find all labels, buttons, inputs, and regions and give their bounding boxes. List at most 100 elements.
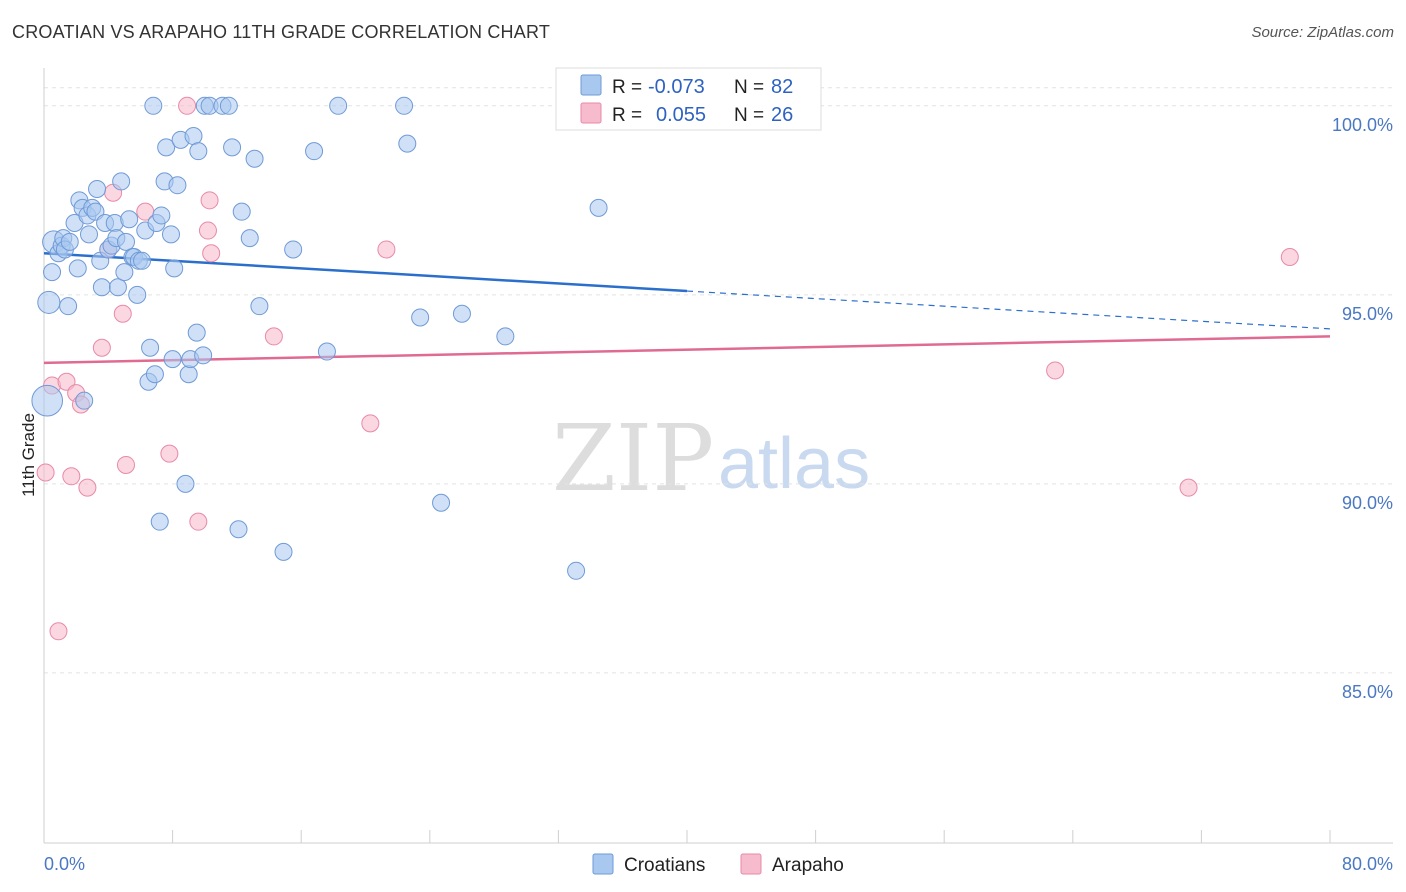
croatians-point [168,176,187,195]
arapaho-point [1280,248,1299,267]
y-tick-label: 100.0% [1332,115,1393,135]
y-tick-label: 85.0% [1342,682,1393,702]
croatians-point [411,308,430,327]
arapaho-n-label: N = [734,105,764,126]
watermark: ZIP atlas [552,405,870,512]
croatians-trend-line [43,251,688,293]
croatians-point [141,338,160,357]
croatians-point [179,365,198,384]
croatians-point [161,225,180,244]
croatians-point [37,290,61,314]
arapaho-point [178,96,197,115]
croatians-point [305,142,324,161]
arapaho-point [202,244,221,263]
croatians-point [145,365,164,384]
arapaho-point [361,414,380,433]
arapaho-point [116,455,135,474]
x-tick-label-min: 0.0% [44,854,85,874]
x-tick-label-max: 80.0% [1342,854,1393,874]
croatians-point [219,96,238,115]
croatians-point [165,259,184,278]
croatians-n-value: 82 [771,76,793,98]
source-credit: Source: ZipAtlas.com [1251,24,1394,41]
arapaho-point [78,478,97,497]
series-legend: Croatians Arapaho [592,853,844,876]
croatians-point [223,138,242,157]
arapaho-point [49,622,68,641]
croatians-swatch [580,74,602,96]
arapaho-point [92,338,111,357]
y-tick-labels: 85.0% 90.0% 95.0% 100.0% [1332,115,1393,702]
legend-croatians-label: Croatians [624,855,705,876]
legend-croatians-swatch [592,853,614,875]
arapaho-point [113,304,132,323]
y-axis-title: 11th Grade [19,413,38,497]
croatians-point [567,561,586,580]
croatians-point [133,251,152,270]
croatians-point [176,474,195,493]
arapaho-point [160,444,179,463]
croatians-point [128,285,147,304]
arapaho-r-value: 0.055 [656,104,706,126]
croatians-point [250,297,269,316]
arapaho-point [62,467,81,486]
croatians-point [108,278,127,297]
croatians-point [184,127,203,146]
croatians-point [92,278,111,297]
croatians-point [194,346,213,365]
croatians-point [274,542,293,561]
croatians-point [75,391,94,410]
croatians-r-value: -0.073 [648,76,705,98]
arapaho-point [200,191,219,210]
croatians-point [120,210,139,229]
croatians-point [116,232,135,251]
croatians-point [43,263,62,282]
croatians-n-label: N = [734,77,764,98]
croatians-point [112,172,131,191]
watermark-zip: ZIP [552,405,714,512]
croatians-point [80,225,99,244]
gridlines [44,87,1393,674]
arapaho-point [264,327,283,346]
croatians-point [496,327,515,346]
croatians-point [144,96,163,115]
croatians-point [157,138,176,157]
arapaho-point [189,512,208,531]
watermark-atlas: atlas [718,424,870,504]
y-tick-label: 95.0% [1342,304,1393,324]
croatians-point [59,297,78,316]
croatians-point [68,259,87,278]
croatians-point [189,142,208,161]
croatians-point [452,304,471,323]
arapaho-trend-line [43,335,1331,365]
croatians-point [187,323,206,342]
croatians-point [245,149,264,168]
croatians-point [395,96,414,115]
legend-arapaho-label: Arapaho [772,855,844,876]
croatians-point [240,229,259,248]
croatians-r-label: R = [612,77,642,98]
arapaho-point [1179,478,1198,497]
croatians-point [115,263,134,282]
trend-lines [43,251,1331,365]
stats-legend: R = -0.073 N = 82 R = 0.055 N = 26 [555,67,822,131]
croatians-point [284,240,303,259]
croatians-point [152,206,171,225]
arapaho-n-value: 26 [771,104,793,126]
croatians-point [432,493,451,512]
arapaho-point [1046,361,1065,380]
axes [43,68,1393,844]
croatians-point [329,96,348,115]
croatians-point [150,512,169,531]
croatians-point [317,342,336,361]
x-tick-labels: 0.0% 80.0% [44,854,1393,874]
chart-title: CROATIAN VS ARAPAHO 11TH GRADE CORRELATI… [12,22,551,42]
croatians-point [31,384,64,417]
croatians-point [88,179,107,198]
croatians-point [163,350,182,369]
arapaho-point [198,221,217,240]
arapaho-point [377,240,396,259]
croatians-point [229,520,248,539]
croatians-point [398,134,417,153]
